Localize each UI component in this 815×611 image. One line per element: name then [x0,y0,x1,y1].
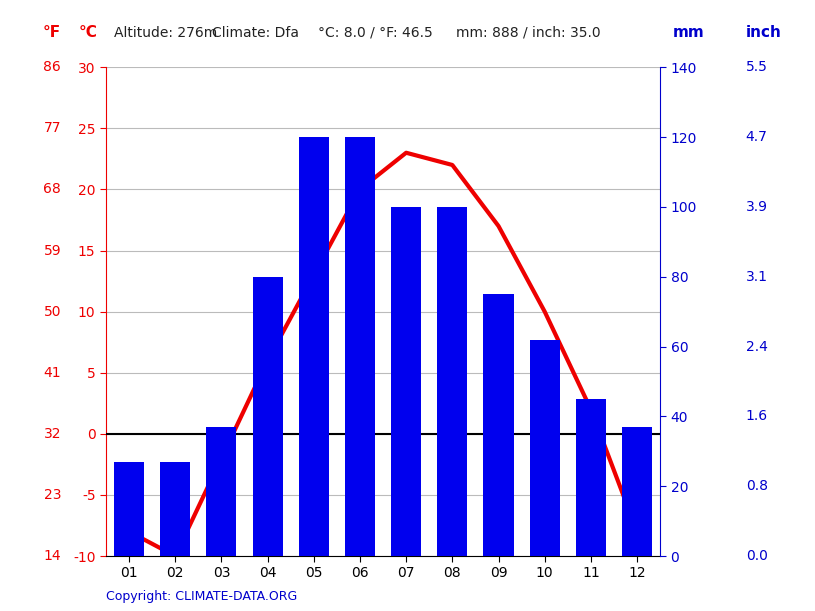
Text: 14: 14 [43,549,61,563]
Bar [391,207,421,556]
Text: 23: 23 [44,488,61,502]
Text: 3.1: 3.1 [746,269,768,284]
Text: inch: inch [746,24,782,40]
Text: 1.6: 1.6 [746,409,768,423]
Text: 4.7: 4.7 [746,130,768,144]
Text: Altitude: 276m: Altitude: 276m [114,26,218,40]
Text: °C: 8.0 / °F: 46.5: °C: 8.0 / °F: 46.5 [318,26,433,40]
Bar [114,462,144,556]
Text: Climate: Dfa: Climate: Dfa [212,26,299,40]
Text: Copyright: CLIMATE-DATA.ORG: Copyright: CLIMATE-DATA.ORG [106,590,297,602]
Bar [483,294,513,556]
Text: 86: 86 [43,60,61,74]
Bar [622,427,652,556]
Bar [438,207,467,556]
Bar [530,340,560,556]
Text: 0.8: 0.8 [746,479,768,493]
Bar [576,399,606,556]
Bar [206,427,236,556]
Text: 3.9: 3.9 [746,200,768,214]
Bar [299,137,328,556]
Text: mm: 888 / inch: 35.0: mm: 888 / inch: 35.0 [456,26,601,40]
Text: 32: 32 [44,427,61,441]
Text: °F: °F [43,24,61,40]
Text: 2.4: 2.4 [746,340,768,354]
Text: °C: °C [79,24,98,40]
Bar [253,277,283,556]
Bar [345,137,375,556]
Text: 68: 68 [43,183,61,196]
Text: 41: 41 [43,366,61,379]
Text: 50: 50 [44,305,61,318]
Text: mm: mm [672,24,704,40]
Text: 59: 59 [43,244,61,257]
Text: 0.0: 0.0 [746,549,768,563]
Bar [161,462,190,556]
Text: 77: 77 [44,122,61,135]
Text: 5.5: 5.5 [746,60,768,74]
